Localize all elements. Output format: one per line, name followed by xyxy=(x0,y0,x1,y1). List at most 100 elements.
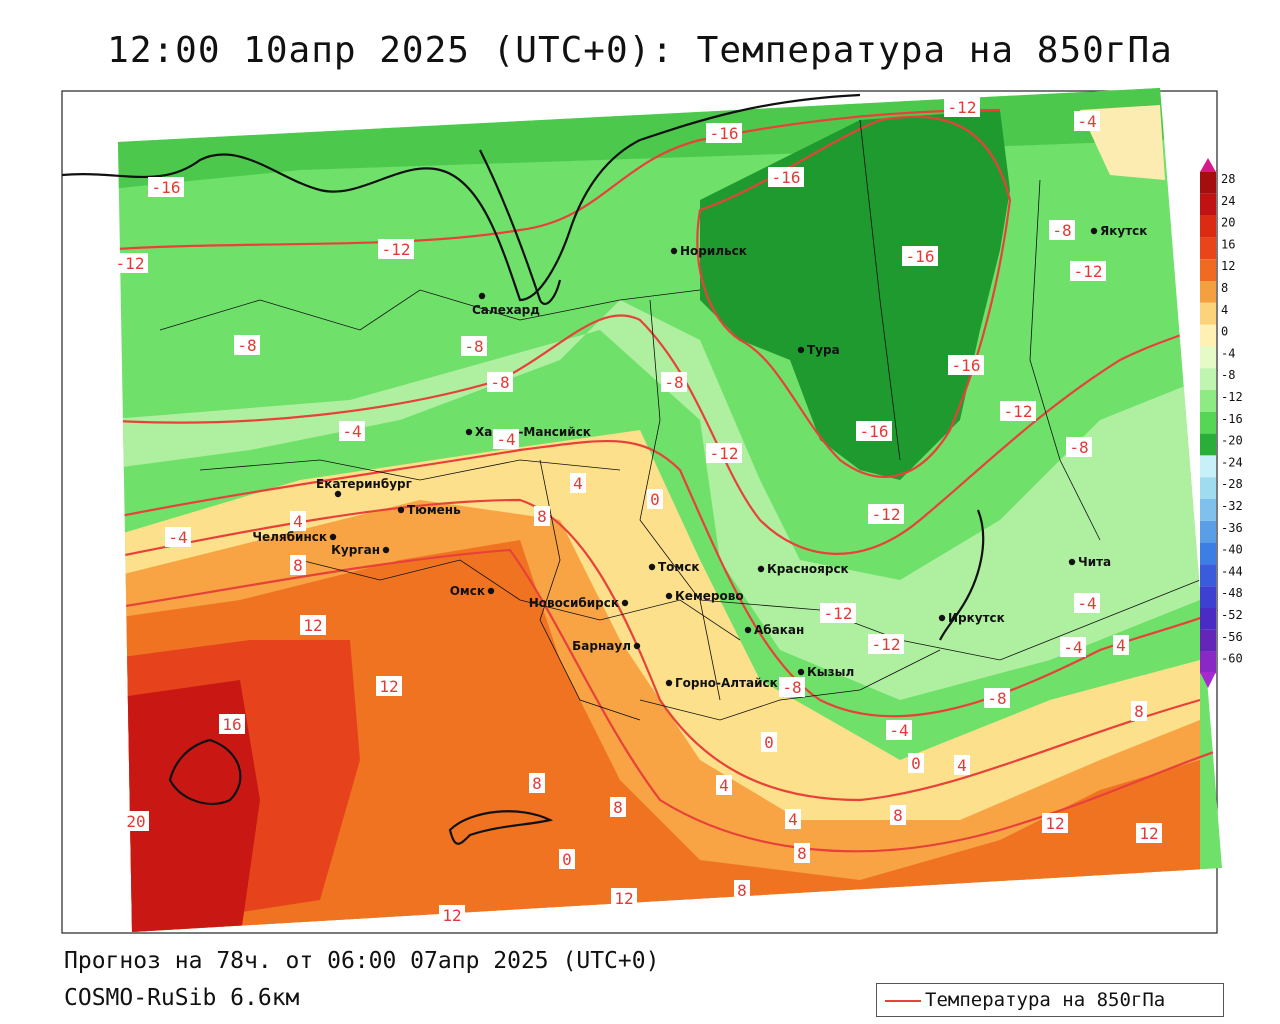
page-title: 12:00 10апр 2025 (UTC+0): Температура на… xyxy=(107,30,1173,71)
isotherm-label-bg xyxy=(378,239,414,259)
isotherm-label: 12 xyxy=(303,616,322,635)
isotherm-label-bg xyxy=(984,688,1010,708)
city-marker xyxy=(621,599,629,607)
colorbar-cell xyxy=(1200,172,1216,194)
isotherm-label-bg xyxy=(1049,220,1075,240)
isotherm-label: 8 xyxy=(293,556,303,575)
city-marker xyxy=(797,668,805,676)
isotherm-label-bg xyxy=(529,773,545,793)
isotherm-label-bg xyxy=(761,732,777,752)
legend-line-swatch xyxy=(885,1000,921,1002)
colorbar-cell xyxy=(1200,411,1216,434)
isotherm-label: -8 xyxy=(237,336,256,355)
isotherm-label-bg xyxy=(1074,111,1100,131)
colorbar-tick-label: -20 xyxy=(1221,434,1243,448)
city-label: Тура xyxy=(807,343,840,357)
isotherm-label: -12 xyxy=(116,254,145,273)
isotherm-label-bg xyxy=(1042,813,1068,833)
colorbar-bottom-arrow xyxy=(1200,672,1216,688)
isotherm-label-bg xyxy=(785,809,801,829)
isotherm-label-bg xyxy=(165,527,191,547)
coastline xyxy=(62,93,985,845)
isotherm-label: -4 xyxy=(342,422,361,441)
isotherm-label-bg xyxy=(944,97,980,117)
legend-label: Температура на 850гПа xyxy=(925,989,1166,1011)
isotherm-label: -12 xyxy=(872,505,901,524)
city-marker xyxy=(670,247,678,255)
isotherm-label: -4 xyxy=(168,528,187,547)
colorbar-tick-label: -56 xyxy=(1221,630,1243,644)
city-label: Томск xyxy=(658,560,700,574)
isotherm-label: -8 xyxy=(987,689,1006,708)
isotherm-label: -4 xyxy=(1063,638,1082,657)
isotherm-label: -12 xyxy=(710,444,739,463)
colorbar-cell xyxy=(1200,324,1216,347)
city-marker xyxy=(487,587,495,595)
city-marker xyxy=(397,506,405,514)
isotherm-label: -12 xyxy=(824,604,853,623)
city-marker xyxy=(329,533,337,541)
colorbar-cell xyxy=(1200,651,1216,674)
isotherm-label-bg xyxy=(1060,637,1086,657)
isotherm-label-bg xyxy=(1070,261,1106,281)
colorbar-tick-label: -16 xyxy=(1221,412,1243,426)
isotherm-label-bg xyxy=(290,555,306,575)
city-label: Кемерово xyxy=(675,589,744,603)
city-marker xyxy=(744,626,752,634)
city-label: Ханты-Мансийск xyxy=(475,425,591,439)
city-label: Норильск xyxy=(680,244,747,258)
city-label: Чита xyxy=(1078,555,1111,569)
isotherm-label-bg xyxy=(610,797,626,817)
city-marker xyxy=(757,565,765,573)
isotherm-label: -12 xyxy=(872,635,901,654)
colorbar-cell xyxy=(1200,542,1216,565)
isotherm-label: -4 xyxy=(1077,594,1096,613)
isotherm-label-bg xyxy=(856,421,892,441)
isotherm-label: -8 xyxy=(664,373,683,392)
isotherm-label-bg xyxy=(611,888,637,908)
city-label: Горно-Алтайск xyxy=(675,676,778,690)
city-label: Иркутск xyxy=(948,611,1005,625)
isotherm-label-bg xyxy=(890,805,906,825)
isotherm-label-bg xyxy=(1000,401,1036,421)
isotherm-label-bg xyxy=(768,167,804,187)
isotherm-label-bg xyxy=(534,506,550,526)
isotherm-label-bg xyxy=(734,880,750,900)
city-marker xyxy=(465,428,473,436)
model-name: COSMO-RuSib 6.6км xyxy=(64,985,300,1011)
isotherm-label: -12 xyxy=(1004,402,1033,421)
colorbar-tick-label: -8 xyxy=(1221,368,1235,382)
isotherm-label: 4 xyxy=(293,512,303,531)
isotherm-label: 8 xyxy=(737,881,747,900)
isotherm-label: -4 xyxy=(496,430,515,449)
colorbar-tick-label: -4 xyxy=(1221,346,1235,360)
isotherm-label: 12 xyxy=(442,906,461,925)
colorbar-tick-label: -32 xyxy=(1221,499,1243,513)
colorbar-cell xyxy=(1200,215,1216,238)
city-label: Екатеринбург xyxy=(316,477,412,491)
isotherm-label: -4 xyxy=(889,721,908,740)
city-label: Новосибирск xyxy=(529,596,619,610)
isotherm-label-bg xyxy=(148,177,184,197)
isotherm-label: 4 xyxy=(1116,636,1126,655)
isotherm-label: 4 xyxy=(719,776,729,795)
colorbar-cell xyxy=(1200,259,1216,281)
colorbar-cell xyxy=(1200,586,1216,608)
colorbar-tick-label: -24 xyxy=(1221,455,1243,469)
colorbar-tick-label: -36 xyxy=(1221,521,1243,535)
isotherm-label: 12 xyxy=(1045,814,1064,833)
isotherm-label-bg xyxy=(706,123,742,143)
colorbar-cell xyxy=(1200,433,1216,456)
city-marker xyxy=(648,563,656,571)
isotherm-label-bg xyxy=(570,473,586,493)
city-label: Курган xyxy=(331,543,380,557)
forecast-info: Прогноз на 78ч. от 06:00 07апр 2025 (UTC… xyxy=(64,948,660,974)
city-marker xyxy=(665,592,673,600)
isotherm-label-bg xyxy=(794,843,810,863)
city-marker xyxy=(665,679,673,687)
isotherm-label-bg xyxy=(820,603,856,623)
isotherm-label-bg xyxy=(1136,823,1162,843)
isotherm-label-bg xyxy=(439,905,465,925)
isotherm-label-bg xyxy=(559,849,575,869)
